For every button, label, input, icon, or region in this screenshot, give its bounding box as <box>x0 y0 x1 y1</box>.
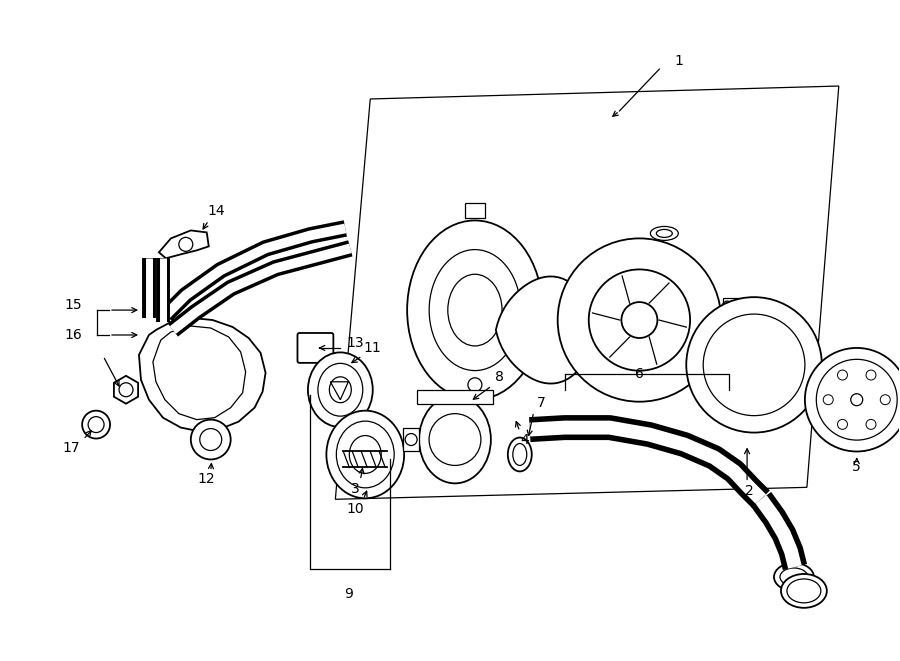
Circle shape <box>866 419 876 430</box>
Text: 12: 12 <box>197 473 214 486</box>
Ellipse shape <box>774 563 814 591</box>
Text: 8: 8 <box>495 369 504 384</box>
Text: 15: 15 <box>65 298 82 312</box>
Bar <box>417 390 493 404</box>
Circle shape <box>468 378 482 392</box>
Ellipse shape <box>407 221 543 400</box>
Text: 10: 10 <box>346 502 364 516</box>
Circle shape <box>687 297 822 432</box>
Circle shape <box>824 395 833 405</box>
Circle shape <box>880 395 890 405</box>
Text: 5: 5 <box>852 461 861 475</box>
Polygon shape <box>159 231 209 258</box>
Polygon shape <box>496 276 591 383</box>
FancyBboxPatch shape <box>298 333 333 363</box>
Text: 14: 14 <box>208 204 226 217</box>
Text: 6: 6 <box>635 367 644 381</box>
Ellipse shape <box>308 352 373 427</box>
Circle shape <box>838 419 848 430</box>
Circle shape <box>191 420 230 459</box>
Circle shape <box>558 239 721 402</box>
Bar <box>387 449 401 469</box>
Text: 3: 3 <box>351 483 360 496</box>
Circle shape <box>866 370 876 380</box>
Polygon shape <box>114 376 138 404</box>
Bar <box>724 298 741 322</box>
Text: 2: 2 <box>744 485 753 498</box>
Bar <box>403 428 419 451</box>
Circle shape <box>805 348 900 451</box>
Text: 17: 17 <box>62 440 80 455</box>
Text: 13: 13 <box>346 336 364 350</box>
Ellipse shape <box>651 227 679 241</box>
Text: 7: 7 <box>537 396 546 410</box>
Text: 4: 4 <box>520 432 529 447</box>
Ellipse shape <box>327 410 404 498</box>
Circle shape <box>838 370 848 380</box>
Text: 1: 1 <box>675 54 684 68</box>
Text: 11: 11 <box>364 341 381 355</box>
Polygon shape <box>139 318 266 432</box>
Polygon shape <box>465 202 485 219</box>
Ellipse shape <box>508 438 532 471</box>
Ellipse shape <box>419 396 491 483</box>
Ellipse shape <box>781 574 827 608</box>
Text: 16: 16 <box>64 328 82 342</box>
Text: 9: 9 <box>344 587 353 601</box>
